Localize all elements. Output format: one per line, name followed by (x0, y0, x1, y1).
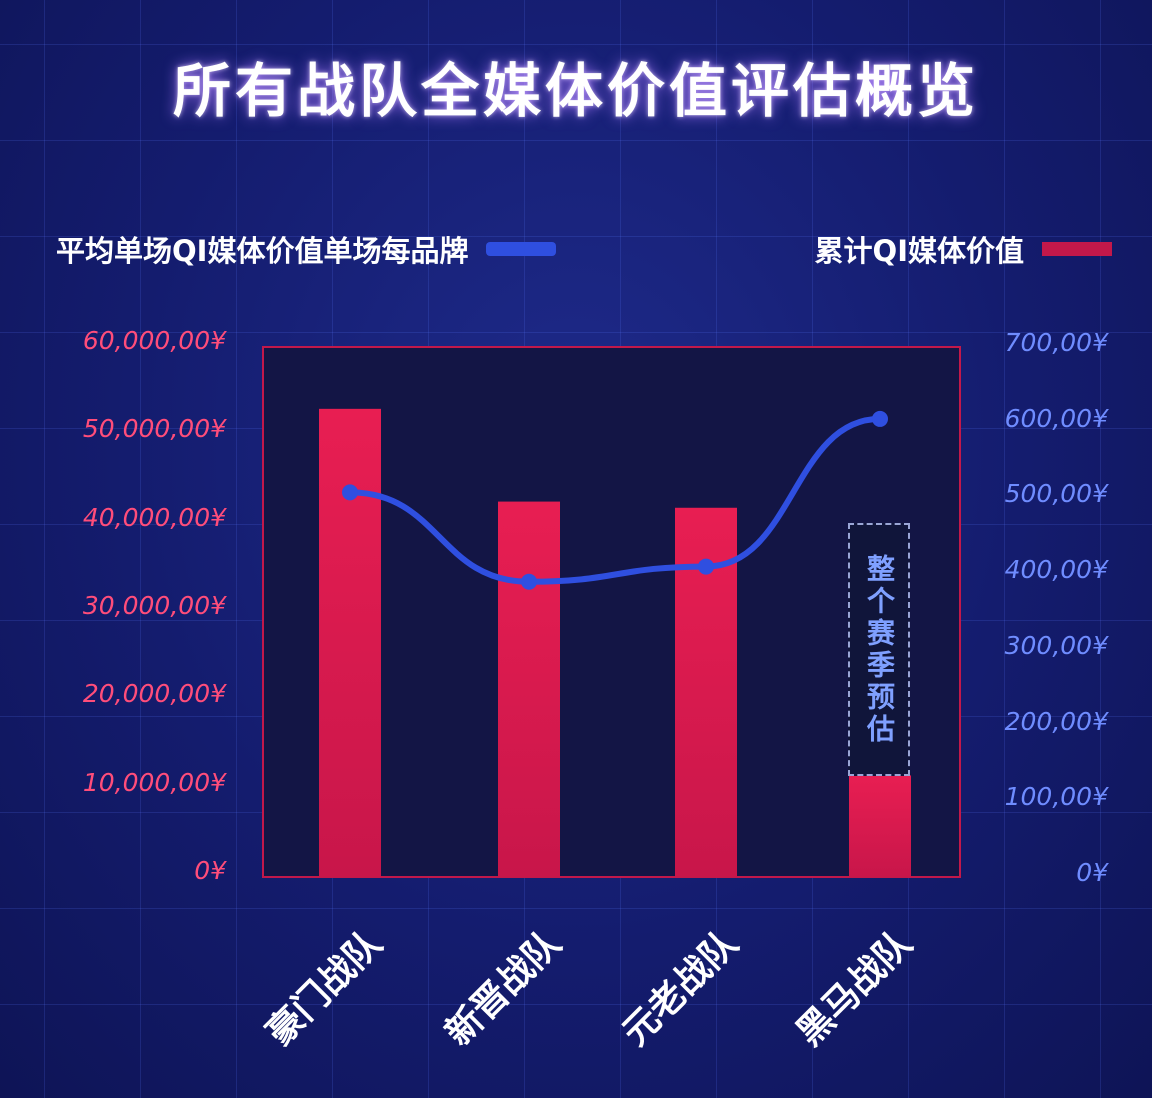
estimate-annotation-text: 整个赛季预估 (863, 553, 896, 746)
right-axis-tick-label: 400,00¥ (1004, 555, 1108, 585)
right-axis-tick-label: 0¥ (1076, 858, 1108, 887)
chart-title: 所有战队全媒体价值评估概览 (172, 57, 979, 125)
right-axis-tick-label: 700,00¥ (1004, 328, 1108, 357)
left-axis-tick-label: 30,000,00¥ (82, 591, 226, 620)
legend-bar: 累计QI媒体价值 (815, 228, 1112, 270)
left-axis-tick-label: 60,000,00¥ (82, 326, 226, 355)
left-axis-tick-label: 20,000,00¥ (82, 679, 226, 709)
bar-4 (849, 775, 911, 877)
left-axis-tick-label: 50,000,00¥ (82, 414, 226, 444)
legend-bar-swatch (1042, 242, 1112, 256)
right-axis-tick-label: 100,00¥ (1004, 782, 1108, 812)
right-axis-tick-label: 200,00¥ (1004, 706, 1108, 736)
line-point-1 (342, 484, 358, 501)
legend-line-label: 平均单场QI媒体价值单场每品牌 (56, 234, 469, 268)
legend-line-swatch (486, 242, 557, 256)
right-axis-tick-label: 600,00¥ (1004, 403, 1108, 433)
legend-line: 平均单场QI媒体价值单场每品牌 (56, 228, 557, 270)
line-point-4 (872, 410, 888, 427)
line-point-3 (698, 558, 714, 575)
legend-bar-label: 累计QI媒体价值 (814, 234, 1024, 268)
line-point-2 (521, 573, 537, 590)
right-axis-tick-label: 300,00¥ (1004, 630, 1108, 660)
left-axis-tick-label: 0¥ (194, 856, 226, 885)
bar-2 (498, 501, 560, 877)
right-axis-tick-label: 500,00¥ (1004, 479, 1108, 509)
estimate-annotation-box: 整个赛季预估 (848, 523, 910, 776)
bar-1 (319, 408, 381, 877)
line-series-path (347, 415, 883, 585)
left-axis-tick-label: 10,000,00¥ (82, 767, 226, 797)
left-axis-tick-label: 40,000,00¥ (82, 502, 226, 532)
